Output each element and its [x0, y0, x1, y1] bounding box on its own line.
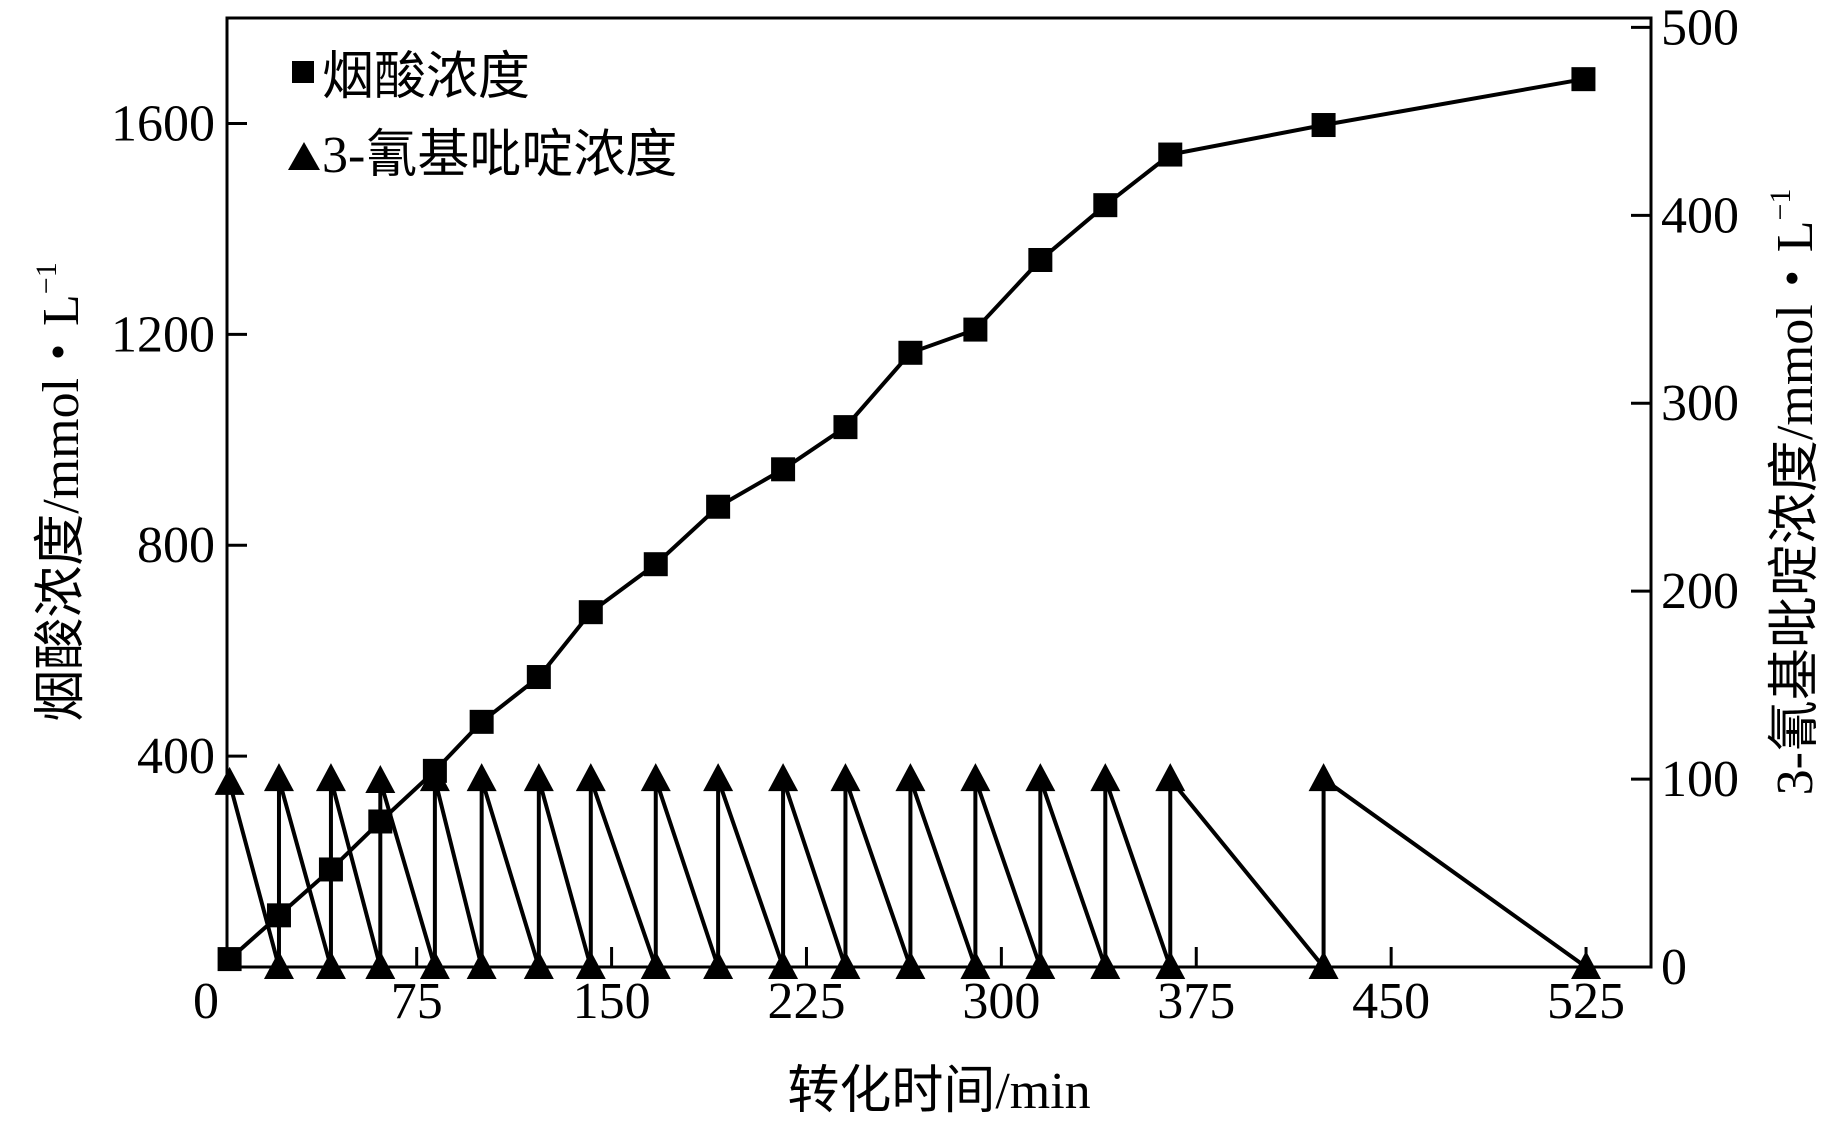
legend: 烟酸浓度 3-氰基吡啶浓度: [288, 49, 677, 184]
data-point-square: [469, 709, 494, 734]
data-point-triangle: [830, 951, 861, 979]
y-right-tick-label: 500: [1661, 0, 1739, 56]
y-right-tick-label: 100: [1661, 751, 1739, 808]
data-point-square: [643, 552, 668, 577]
legend-square-marker: [292, 61, 314, 83]
y-left-tick-label: 1600: [111, 95, 215, 152]
data-point-triangle: [640, 951, 671, 979]
data-point-triangle: [1090, 763, 1121, 792]
data-point-triangle: [419, 951, 450, 979]
data-point-square: [833, 415, 858, 440]
data-point-triangle: [1308, 763, 1339, 792]
data-point-square: [526, 665, 551, 690]
data-point-triangle: [895, 951, 926, 979]
x-tick-label: 525: [1547, 973, 1625, 1030]
data-point-square: [1028, 247, 1053, 272]
series-line-0: [228, 77, 1584, 961]
x-tick-label: 225: [767, 973, 845, 1030]
data-point-triangle: [466, 951, 497, 979]
x-tick-label: 150: [573, 973, 651, 1030]
data-point-triangle: [768, 763, 799, 792]
data-point-triangle: [575, 951, 606, 979]
x-tick-label: 75: [391, 973, 443, 1030]
data-point-square: [963, 317, 988, 342]
series: [214, 67, 1602, 979]
data-point-square: [217, 947, 242, 972]
data-point-triangle: [768, 951, 799, 979]
data-point-triangle: [895, 763, 926, 792]
x-tick-label: 300: [962, 973, 1040, 1030]
data-point-triangle: [523, 763, 554, 792]
data-point-triangle: [1025, 951, 1056, 979]
data-point-triangle: [1025, 763, 1056, 792]
data-point-square: [1571, 67, 1596, 92]
data-point-triangle: [315, 951, 346, 979]
data-point-triangle: [703, 763, 734, 792]
x-axis-label: 转化时间/min: [787, 1063, 1090, 1120]
data-point-square: [898, 340, 923, 365]
data-point-square: [706, 494, 731, 519]
ticks: 0 75 150 225 300 375 450 525 400 800 1200 1600 0 100 2…: [111, 0, 1739, 1030]
data-point-triangle: [365, 764, 396, 793]
data-point-triangle: [263, 763, 294, 792]
data-point-square: [1311, 113, 1336, 138]
data-point-triangle: [214, 766, 245, 795]
y-right-tick-label: 300: [1661, 375, 1739, 432]
data-point-triangle: [466, 763, 497, 792]
y-right-tick-label: 400: [1661, 187, 1739, 244]
data-point-triangle: [640, 763, 671, 792]
series-line-1: [227, 773, 1588, 973]
data-point-triangle: [419, 763, 450, 792]
data-point-triangle: [1308, 951, 1339, 979]
data-point-triangle: [830, 763, 861, 792]
y-right-tick-label: 0: [1661, 939, 1687, 996]
x-tick-label: 0: [193, 973, 219, 1030]
data-point-triangle: [263, 951, 294, 979]
y-left-tick-label: 800: [137, 517, 215, 574]
data-point-square: [1158, 142, 1183, 167]
data-point-triangle: [1571, 951, 1602, 979]
data-point-triangle: [365, 951, 396, 979]
x-tick-label: 375: [1157, 973, 1235, 1030]
data-point-triangle: [703, 951, 734, 979]
y-axis-right-label: 3-氰基吡啶浓度/mmol・L−1: [1764, 189, 1824, 796]
data-point-triangle: [575, 763, 606, 792]
y-left-tick-label: 400: [137, 728, 215, 785]
y-right-tick-label: 200: [1661, 563, 1739, 620]
data-point-triangle: [960, 763, 991, 792]
plot-frame: [225, 16, 1653, 969]
data-point-triangle: [315, 763, 346, 792]
y-left-tick-label: 1200: [111, 306, 215, 363]
legend-label-series-0: 烟酸浓度: [322, 49, 530, 106]
data-point-square: [1093, 193, 1118, 218]
legend-label-series-1: 3-氰基吡啶浓度: [322, 127, 677, 184]
data-point-square: [578, 600, 603, 625]
data-point-triangle: [1155, 951, 1186, 979]
data-point-square: [771, 457, 796, 482]
data-point-triangle: [1155, 763, 1186, 792]
x-tick-label: 450: [1352, 973, 1430, 1030]
data-point-triangle: [523, 951, 554, 979]
y-axis-left-label: 烟酸浓度/mmol・L−1: [30, 262, 90, 721]
data-point-triangle: [960, 951, 991, 979]
data-point-triangle: [1090, 951, 1121, 979]
legend-triangle-marker: [288, 142, 320, 170]
